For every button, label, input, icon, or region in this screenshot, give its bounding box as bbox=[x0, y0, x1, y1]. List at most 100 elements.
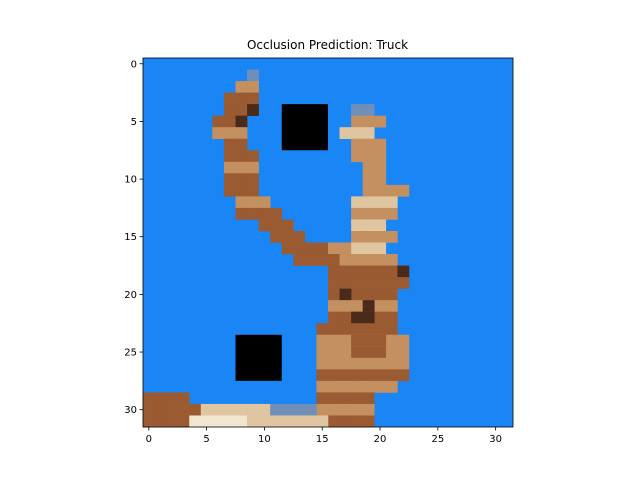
image-pixel bbox=[166, 403, 178, 416]
image-pixel bbox=[351, 334, 363, 347]
image-pixel bbox=[351, 230, 363, 243]
image-pixel bbox=[189, 403, 202, 416]
image-pixel bbox=[397, 277, 410, 289]
image-pixel bbox=[223, 104, 236, 116]
image-pixel bbox=[351, 300, 363, 312]
image-pixel bbox=[328, 254, 340, 266]
occlusion-patch bbox=[281, 104, 328, 151]
image-pixel bbox=[304, 254, 317, 266]
image-pixel bbox=[247, 403, 259, 416]
image-pixel bbox=[351, 277, 363, 289]
image-pixel bbox=[143, 415, 155, 428]
image-pixel bbox=[339, 127, 352, 140]
image-pixel bbox=[362, 127, 375, 140]
image-pixel bbox=[316, 346, 329, 359]
image-pixel bbox=[374, 138, 387, 151]
image-pixel bbox=[374, 357, 387, 370]
image-pixel bbox=[270, 230, 283, 243]
image-pixel bbox=[339, 357, 352, 370]
image-pixel bbox=[374, 300, 387, 312]
y-tick-label: 15 bbox=[124, 232, 137, 243]
image-pixel bbox=[316, 323, 329, 336]
image-pixel bbox=[362, 207, 375, 220]
image-pixel bbox=[362, 265, 375, 278]
image-pixel bbox=[351, 311, 363, 324]
image-pixel bbox=[328, 380, 340, 393]
image-pixel bbox=[351, 392, 363, 405]
image-pixel bbox=[362, 104, 375, 116]
image-pixel bbox=[374, 380, 387, 393]
image-pixel bbox=[212, 115, 225, 128]
image-pixel bbox=[328, 242, 340, 255]
image-pixel bbox=[235, 196, 248, 209]
image-pixel bbox=[223, 92, 236, 105]
image-pixel bbox=[166, 392, 178, 405]
image-pixel bbox=[362, 323, 375, 336]
image-pixel bbox=[362, 415, 375, 428]
image-pixel bbox=[154, 392, 167, 405]
image-pixel bbox=[316, 380, 329, 393]
y-tick-label: 10 bbox=[124, 175, 137, 186]
x-tick-label: 10 bbox=[258, 434, 271, 445]
image-pixel bbox=[385, 380, 398, 393]
occlusion-patch bbox=[235, 334, 282, 381]
image-pixel bbox=[374, 334, 387, 347]
image-pixel bbox=[374, 207, 387, 220]
image-pixel bbox=[281, 415, 294, 428]
image-pixel bbox=[385, 254, 398, 266]
image-pixel bbox=[328, 346, 340, 359]
image-pixel bbox=[374, 265, 387, 278]
image-pixel bbox=[362, 173, 375, 186]
image-pixel bbox=[339, 300, 352, 312]
image-pixel bbox=[374, 115, 387, 128]
image-pixel bbox=[374, 311, 387, 324]
image-pixel bbox=[397, 369, 410, 382]
image-pixel bbox=[385, 300, 398, 312]
image-pixel bbox=[270, 219, 283, 232]
image-pixel bbox=[223, 138, 236, 151]
image-pixel bbox=[351, 219, 363, 232]
image-pixel bbox=[235, 92, 248, 105]
image-pixel bbox=[293, 242, 306, 255]
image-pixel bbox=[328, 392, 340, 405]
image-pixel bbox=[339, 254, 352, 266]
image-pixel bbox=[223, 403, 236, 416]
image-pixel bbox=[281, 219, 294, 232]
image-pixel bbox=[304, 403, 317, 416]
image-pixel bbox=[362, 380, 375, 393]
image-pixel bbox=[385, 334, 398, 347]
image-pixel bbox=[235, 81, 248, 93]
image-pixel bbox=[247, 104, 259, 116]
image-pixel bbox=[362, 300, 375, 312]
image-pixel bbox=[362, 369, 375, 382]
image-pixel bbox=[235, 403, 248, 416]
image-pixel bbox=[177, 415, 190, 428]
image-pixel bbox=[223, 150, 236, 163]
image-pixel bbox=[223, 184, 236, 197]
x-axis: 0 5 10 15 20 25 30 bbox=[146, 427, 502, 445]
image-pixel bbox=[293, 230, 306, 243]
image-pixel bbox=[258, 207, 271, 220]
x-tick-label: 0 bbox=[146, 434, 152, 445]
y-tick-label: 30 bbox=[124, 405, 137, 416]
image-pixel bbox=[212, 403, 225, 416]
image-pixel bbox=[189, 415, 202, 428]
image-pixel bbox=[143, 392, 155, 405]
image-pixel bbox=[247, 415, 259, 428]
image-pixel bbox=[362, 115, 375, 128]
image-pixel bbox=[200, 403, 213, 416]
image-pixel bbox=[339, 369, 352, 382]
image-pixel bbox=[339, 380, 352, 393]
image-pixel bbox=[247, 207, 259, 220]
image-pixels bbox=[143, 69, 410, 428]
image-pixel bbox=[374, 242, 387, 255]
image-pixel bbox=[374, 346, 387, 359]
image-pixel bbox=[339, 346, 352, 359]
image-pixel bbox=[385, 184, 398, 197]
y-tick-label: 0 bbox=[131, 59, 137, 70]
image-pixel bbox=[339, 323, 352, 336]
image-pixel bbox=[351, 415, 363, 428]
image-pixel bbox=[351, 346, 363, 359]
image-pixel bbox=[143, 403, 155, 416]
